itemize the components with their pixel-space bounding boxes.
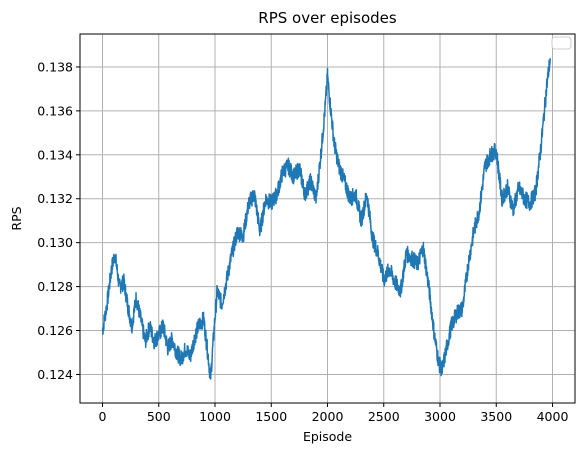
- x-tick-label: 500: [147, 409, 171, 424]
- y-tick-label: 0.126: [37, 323, 73, 338]
- y-axis-label: RPS: [9, 206, 24, 230]
- y-tick-label: 0.138: [37, 59, 73, 74]
- legend-box: [551, 36, 572, 50]
- y-tick-label: 0.134: [37, 147, 73, 162]
- y-axis-ticks: 0.124 0.126 0.128 0.130 0.132 0.134 0.136 0.138: [37, 59, 80, 382]
- y-tick-label: 0.132: [37, 191, 73, 206]
- x-tick-label: 3500: [480, 409, 512, 424]
- x-tick-label: 0: [99, 409, 107, 424]
- series-group: [101, 58, 551, 380]
- x-axis-label: Episode: [303, 429, 352, 444]
- x-tick-label: 4000: [537, 409, 569, 424]
- chart-title: RPS over episodes: [258, 9, 397, 27]
- series-line: [101, 58, 551, 380]
- y-tick-label: 0.136: [37, 103, 73, 118]
- y-tick-label: 0.124: [37, 367, 73, 382]
- y-tick-label: 0.130: [37, 235, 73, 250]
- x-tick-label: 1000: [199, 409, 231, 424]
- x-axis-ticks: 0 500 1000 1500 2000 2500 3000 3500 4000: [99, 403, 569, 424]
- x-tick-label: 3000: [424, 409, 456, 424]
- x-tick-label: 2500: [368, 409, 400, 424]
- y-tick-label: 0.128: [37, 279, 73, 294]
- x-tick-label: 1500: [255, 409, 287, 424]
- x-tick-label: 2000: [312, 409, 344, 424]
